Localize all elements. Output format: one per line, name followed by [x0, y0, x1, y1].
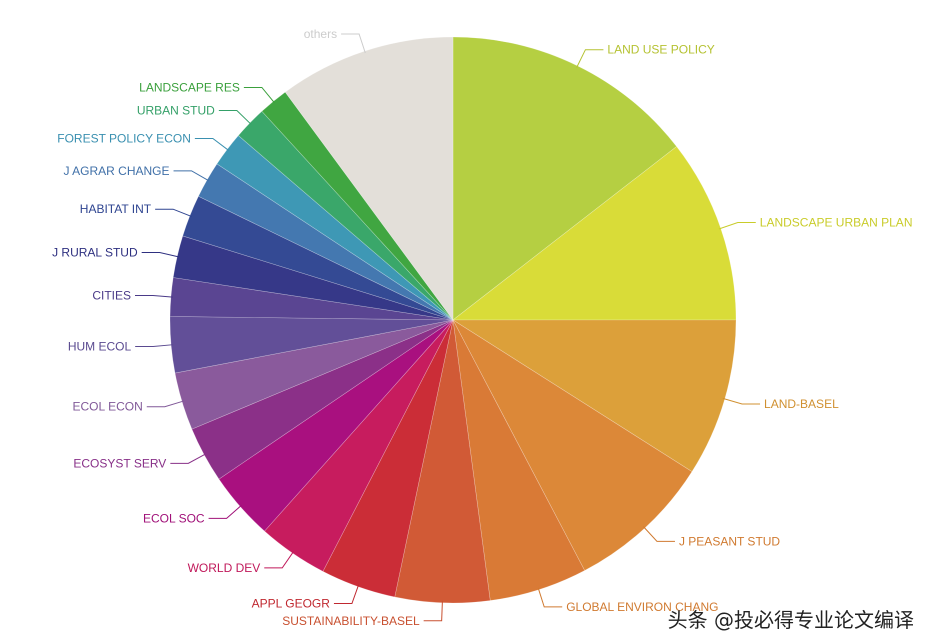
label-leader-line: [423, 600, 443, 622]
slice-label: J PEASANT STUD: [679, 534, 780, 548]
slice-label: GLOBAL ENVIRON CHANG: [566, 600, 718, 614]
slice-label: HABITAT INT: [80, 202, 152, 216]
slice-label: LAND USE POLICY: [607, 43, 714, 57]
slice-label: LAND-BASEL: [764, 397, 839, 411]
label-leader-line: [194, 138, 230, 151]
label-leader-line: [643, 526, 675, 542]
label-leader-line: [173, 170, 210, 182]
slice-label: URBAN STUD: [137, 104, 215, 118]
slice-label: ECOSYST SERV: [73, 456, 166, 470]
slice-label: WORLD DEV: [188, 561, 261, 575]
slice-label: FOREST POLICY ECON: [57, 132, 191, 146]
slice-label: J AGRAR CHANGE: [64, 164, 170, 178]
slice-label: HUM ECOL: [68, 339, 132, 353]
slice-label: J RURAL STUD: [52, 245, 138, 259]
slice-label: others: [304, 27, 337, 41]
slice-label: LANDSCAPE URBAN PLAN: [760, 216, 913, 230]
slice-label: ECOL SOC: [143, 511, 205, 525]
label-leader-line: [341, 33, 366, 54]
label-leader-line: [155, 208, 192, 218]
label-leader-line: [141, 251, 180, 258]
label-leader-line: [722, 397, 761, 405]
slice-label: CITIES: [92, 288, 131, 302]
label-leader-line: [208, 504, 242, 519]
label-leader-line: [218, 110, 252, 125]
label-leader-line: [718, 222, 756, 230]
slice-label: LANDSCAPE RES: [139, 80, 240, 94]
slice-label: SUSTAINABILITY-BASEL: [282, 614, 420, 628]
label-leader-line: [537, 587, 563, 608]
label-leader-line: [264, 551, 295, 569]
label-leader-line: [146, 400, 185, 408]
label-leader-line: [135, 294, 173, 298]
watermark: 头条 @投必得专业论文编译: [667, 608, 914, 632]
label-leader-line: [243, 86, 275, 104]
label-leader-line: [576, 49, 604, 68]
label-leader-line: [333, 584, 360, 605]
label-leader-line: [170, 453, 207, 464]
slice-label: APPL GEOGR: [252, 597, 331, 611]
label-leader-line: [135, 344, 174, 347]
slice-label: ECOL ECON: [73, 400, 143, 414]
